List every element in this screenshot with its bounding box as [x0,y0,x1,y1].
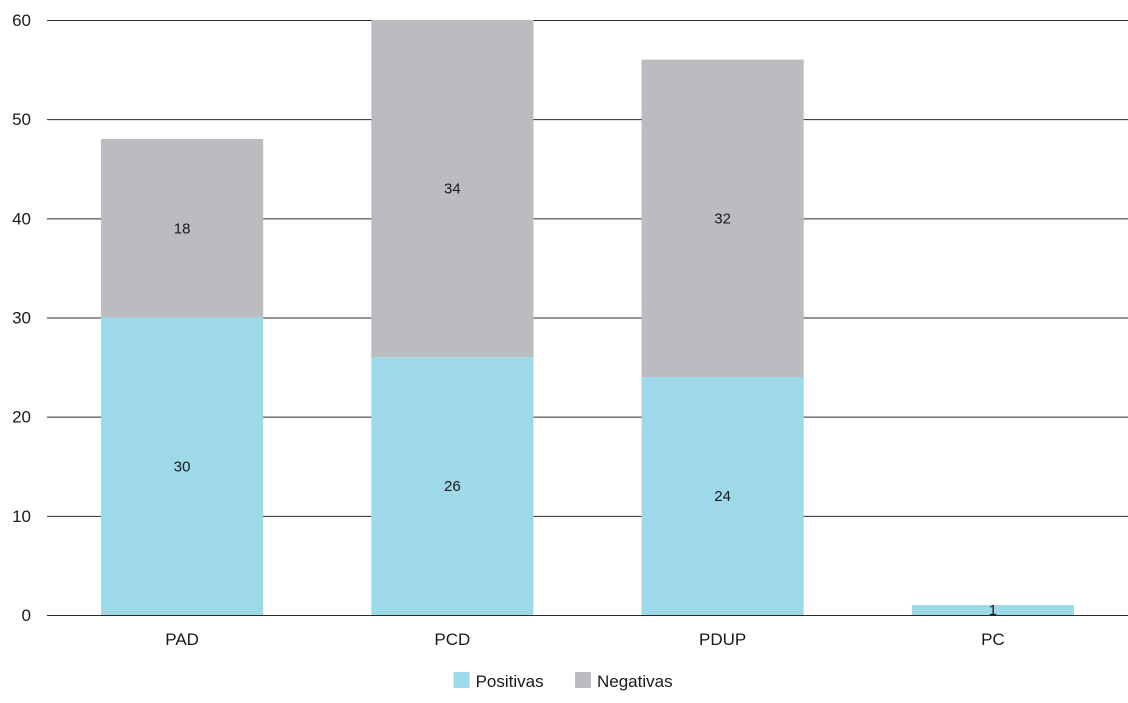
legend-swatch-positivas [453,672,470,688]
bar-positivas-pad [101,317,264,615]
bar-negativas-pad [101,139,264,318]
y-tick-label-0: 0 [22,606,31,625]
data-label-positivas-pad: 30 [174,458,191,475]
bar-positivas-pdup [641,377,804,615]
data-label-positivas-pcd: 26 [444,478,461,495]
data-label-negativas-pad: 18 [174,220,191,237]
y-tick-label-20: 20 [12,408,31,427]
y-tick-label-50: 50 [12,110,31,129]
data-labels: 30 18 26 34 24 32 1 [174,181,997,619]
y-tick-label-10: 10 [12,507,31,526]
data-label-negativas-pdup: 32 [714,210,731,227]
x-axis-categories: PAD PCD PDUP PC [165,630,1004,649]
bar-positivas-pc [911,605,1074,615]
legend-label-negativas: Negativas [597,672,673,691]
x-category-label-pc: PC [981,630,1005,649]
bar-negativas-pcd [371,20,534,358]
y-tick-label-30: 30 [12,309,31,328]
x-category-label-pcd: PCD [434,630,470,649]
x-category-label-pad: PAD [165,630,199,649]
bar-negativas-pdup [641,59,804,378]
x-category-label-pdup: PDUP [699,630,746,649]
y-axis-ticks: 0 10 20 30 40 50 60 [12,11,31,625]
y-tick-label-40: 40 [12,209,31,228]
y-tick-label-60: 60 [12,11,31,30]
legend-swatch-negativas [575,672,591,688]
legend-label-positivas: Positivas [476,672,544,691]
data-label-positivas-pdup: 24 [714,488,731,505]
data-label-positivas-pc: 1 [989,602,997,619]
data-label-negativas-pcd: 34 [444,181,461,198]
bars [101,20,1074,615]
legend: Positivas Negativas [453,672,673,691]
bar-positivas-pcd [371,357,534,615]
